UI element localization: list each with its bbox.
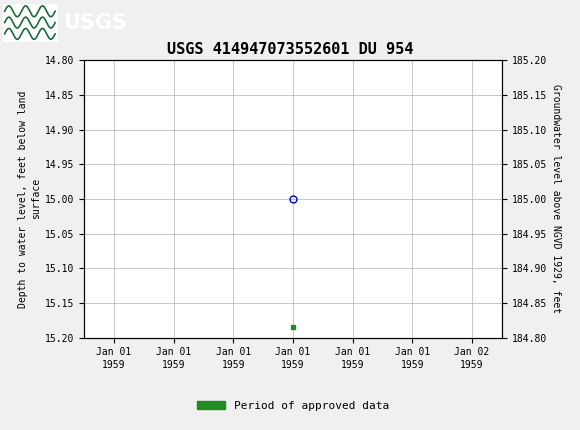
Legend: Period of approved data: Period of approved data [193,396,393,415]
FancyBboxPatch shape [3,3,58,42]
Y-axis label: Depth to water level, feet below land
surface: Depth to water level, feet below land su… [17,90,41,307]
Text: USGS 414947073552601 DU 954: USGS 414947073552601 DU 954 [167,42,413,57]
Y-axis label: Groundwater level above NGVD 1929, feet: Groundwater level above NGVD 1929, feet [551,84,561,313]
Text: USGS: USGS [63,12,126,33]
